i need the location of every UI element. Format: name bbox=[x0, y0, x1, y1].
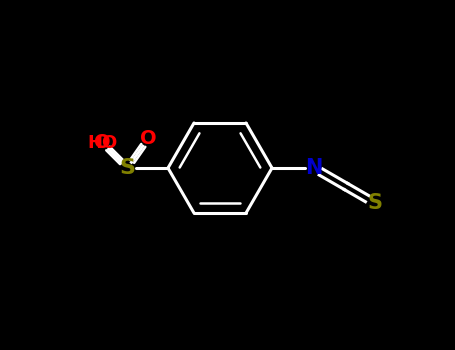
Text: S: S bbox=[368, 193, 383, 213]
Text: O: O bbox=[94, 133, 111, 152]
Text: S: S bbox=[120, 158, 136, 178]
Text: HO: HO bbox=[87, 134, 117, 152]
Text: N: N bbox=[305, 158, 323, 178]
Text: O: O bbox=[140, 130, 156, 148]
